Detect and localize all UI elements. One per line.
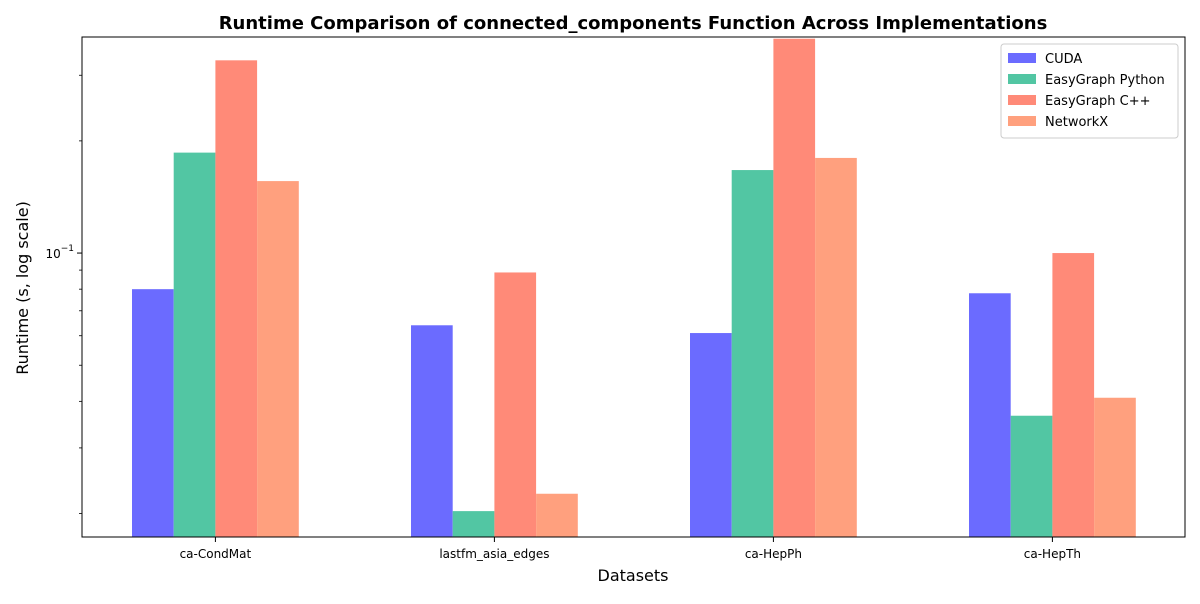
bar-0-3 <box>969 293 1011 537</box>
bar-0-0 <box>132 289 174 537</box>
legend-swatch <box>1008 116 1036 126</box>
plot-frame <box>81 36 1186 538</box>
chart-title: Runtime Comparison of connected_componen… <box>219 13 1048 34</box>
legend-label: EasyGraph Python <box>1045 73 1165 88</box>
axes-layer: ca-CondMat lastfm_asia_edges ca-HepPh ca-He… <box>45 36 1186 561</box>
legend-swatch <box>1008 74 1036 84</box>
bar-0-1 <box>411 325 453 537</box>
bar-2-2 <box>773 38 816 538</box>
x-tick-label: ca-CondMat <box>180 547 252 561</box>
legend: CUDA EasyGraph Python EasyGraph C++ Network… <box>1000 43 1179 139</box>
bars-layer <box>132 38 1136 538</box>
bar-0-2 <box>690 333 732 537</box>
bar-2-3 <box>1052 253 1095 537</box>
legend-swatch <box>1008 53 1036 63</box>
legend-label: CUDA <box>1045 52 1082 67</box>
legend-label: EasyGraph C++ <box>1045 94 1151 109</box>
bar-1-1 <box>452 511 495 537</box>
x-tick-label: lastfm_asia_edges <box>439 547 549 561</box>
x-tick-label: ca-HepPh <box>745 547 802 561</box>
bar-3-0 <box>257 181 299 537</box>
x-axis-label: Datasets <box>598 566 669 585</box>
bar-1-3 <box>1010 415 1053 537</box>
bar-3-2 <box>815 157 857 537</box>
y-axis-label: Runtime (s, log scale) <box>13 201 32 375</box>
bar-1-0 <box>173 152 216 537</box>
bar-2-1 <box>494 272 537 537</box>
legend-box <box>1000 43 1179 139</box>
y-tick-label: 10−1 <box>45 244 74 261</box>
bar-3-3 <box>1094 397 1136 537</box>
legend-label: NetworkX <box>1045 115 1108 130</box>
bar-2-0 <box>215 60 258 537</box>
legend-swatch <box>1008 95 1036 105</box>
bar-3-1 <box>536 493 578 537</box>
x-tick-label: ca-HepTh <box>1024 547 1081 561</box>
bar-1-2 <box>731 170 774 537</box>
